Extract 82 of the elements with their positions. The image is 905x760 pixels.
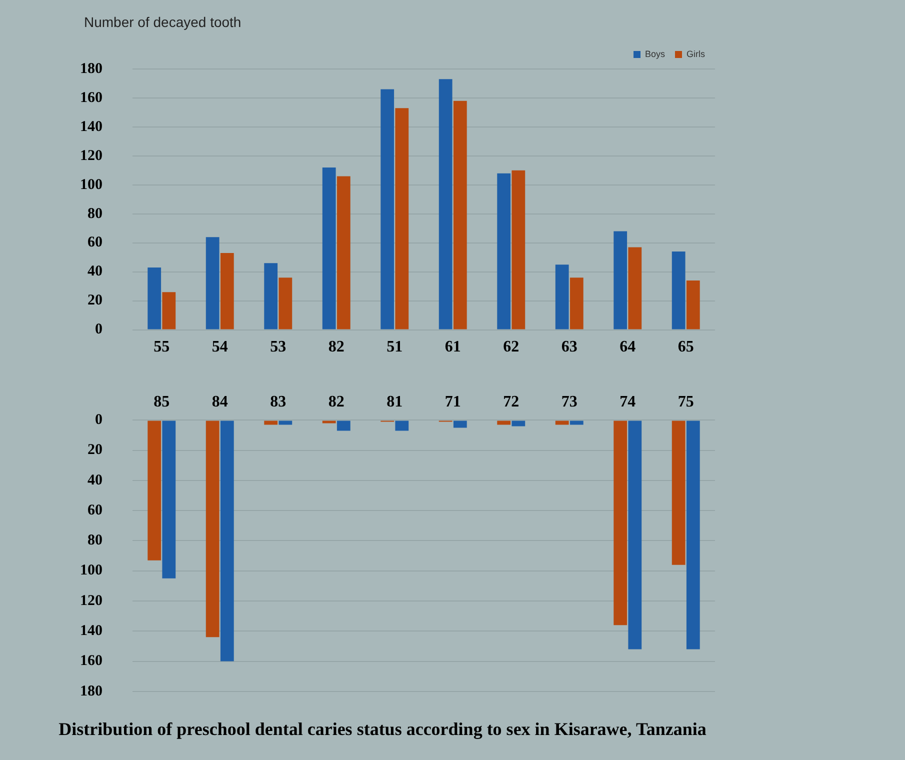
- bar: [336, 420, 350, 431]
- legend-label: Girls: [686, 48, 706, 59]
- bar: [395, 420, 409, 431]
- x-tick-label: 85: [154, 394, 170, 411]
- bar: [206, 237, 220, 330]
- bar: [453, 100, 467, 330]
- bar: [264, 420, 278, 425]
- x-tick-label: 84: [212, 394, 228, 411]
- bar: [322, 420, 336, 424]
- bar: [672, 420, 686, 565]
- bar: [220, 253, 234, 330]
- bar: [512, 170, 526, 330]
- x-tick-label: 64: [620, 338, 636, 356]
- bar: [555, 264, 569, 330]
- bar: [570, 278, 584, 330]
- x-tick-label: 55: [154, 338, 170, 356]
- x-tick-label: 75: [678, 394, 694, 411]
- y-axis-title: Number of decayed tooth: [84, 14, 242, 30]
- bar: [686, 280, 700, 330]
- x-tick-label: 82: [328, 394, 344, 411]
- bar: [162, 420, 176, 578]
- bar: [614, 231, 628, 330]
- x-tick-label: 83: [270, 394, 286, 411]
- bar: [497, 420, 511, 425]
- y-tick-label: 0: [95, 322, 102, 338]
- bar: [686, 420, 700, 650]
- y-tick-label: 100: [80, 562, 102, 579]
- bar: [220, 420, 234, 662]
- y-tick-label: 20: [88, 292, 102, 309]
- x-tick-label: 53: [270, 338, 286, 356]
- bar: [380, 89, 394, 330]
- y-tick-label: 120: [80, 592, 102, 609]
- bar: [206, 420, 220, 638]
- bar: [148, 420, 162, 560]
- bar: [336, 176, 350, 330]
- x-tick-label: 72: [503, 394, 520, 411]
- y-tick-label: 60: [88, 502, 102, 518]
- bar: [162, 292, 176, 330]
- bar: [438, 79, 452, 330]
- x-tick-label: 82: [328, 338, 344, 356]
- y-tick-label: 180: [80, 683, 102, 700]
- y-tick-label: 120: [80, 148, 102, 164]
- y-tick-label: 60: [88, 234, 102, 251]
- y-tick-label: 0: [95, 412, 102, 428]
- bar: [322, 168, 336, 330]
- y-tick-label: 80: [88, 206, 102, 222]
- y-tick-label: 80: [88, 532, 102, 549]
- y-tick-label: 140: [80, 118, 102, 135]
- x-tick-label: 81: [386, 394, 403, 411]
- x-tick-label: 62: [503, 338, 520, 356]
- bar: [497, 173, 511, 330]
- bar: [555, 420, 569, 425]
- x-tick-label: 71: [444, 394, 461, 411]
- bar: [570, 420, 584, 425]
- bar: [278, 278, 292, 330]
- bar: [628, 247, 642, 330]
- text: Distribution of preschool dental caries status according to sex in Kisarawe, Tanzania: [58, 718, 706, 739]
- x-tick-label: 65: [678, 338, 694, 356]
- y-tick-label: 20: [88, 442, 102, 458]
- bar: [672, 252, 686, 330]
- y-tick-label: 140: [80, 623, 102, 640]
- bar: [278, 420, 292, 425]
- x-tick-label: 51: [386, 338, 403, 356]
- y-tick-label: 40: [88, 264, 102, 280]
- legend-label: Boys: [644, 48, 666, 59]
- bar: [453, 420, 467, 428]
- y-tick-label: 160: [80, 90, 102, 106]
- y-tick-label: 180: [80, 60, 102, 77]
- bar: [395, 108, 409, 330]
- y-tick-label: 40: [88, 472, 102, 488]
- x-tick-label: 74: [620, 394, 636, 411]
- x-tick-label: 63: [561, 338, 578, 356]
- y-tick-label: 100: [80, 176, 102, 193]
- bar: [614, 420, 628, 626]
- x-tick-label: 54: [212, 338, 228, 356]
- y-tick-label: 160: [80, 653, 102, 670]
- bar: [628, 420, 642, 650]
- x-tick-label: 73: [561, 394, 578, 411]
- bar: [148, 268, 162, 330]
- x-tick-label: 61: [444, 338, 461, 356]
- bar: [512, 420, 526, 426]
- bar: [264, 263, 278, 330]
